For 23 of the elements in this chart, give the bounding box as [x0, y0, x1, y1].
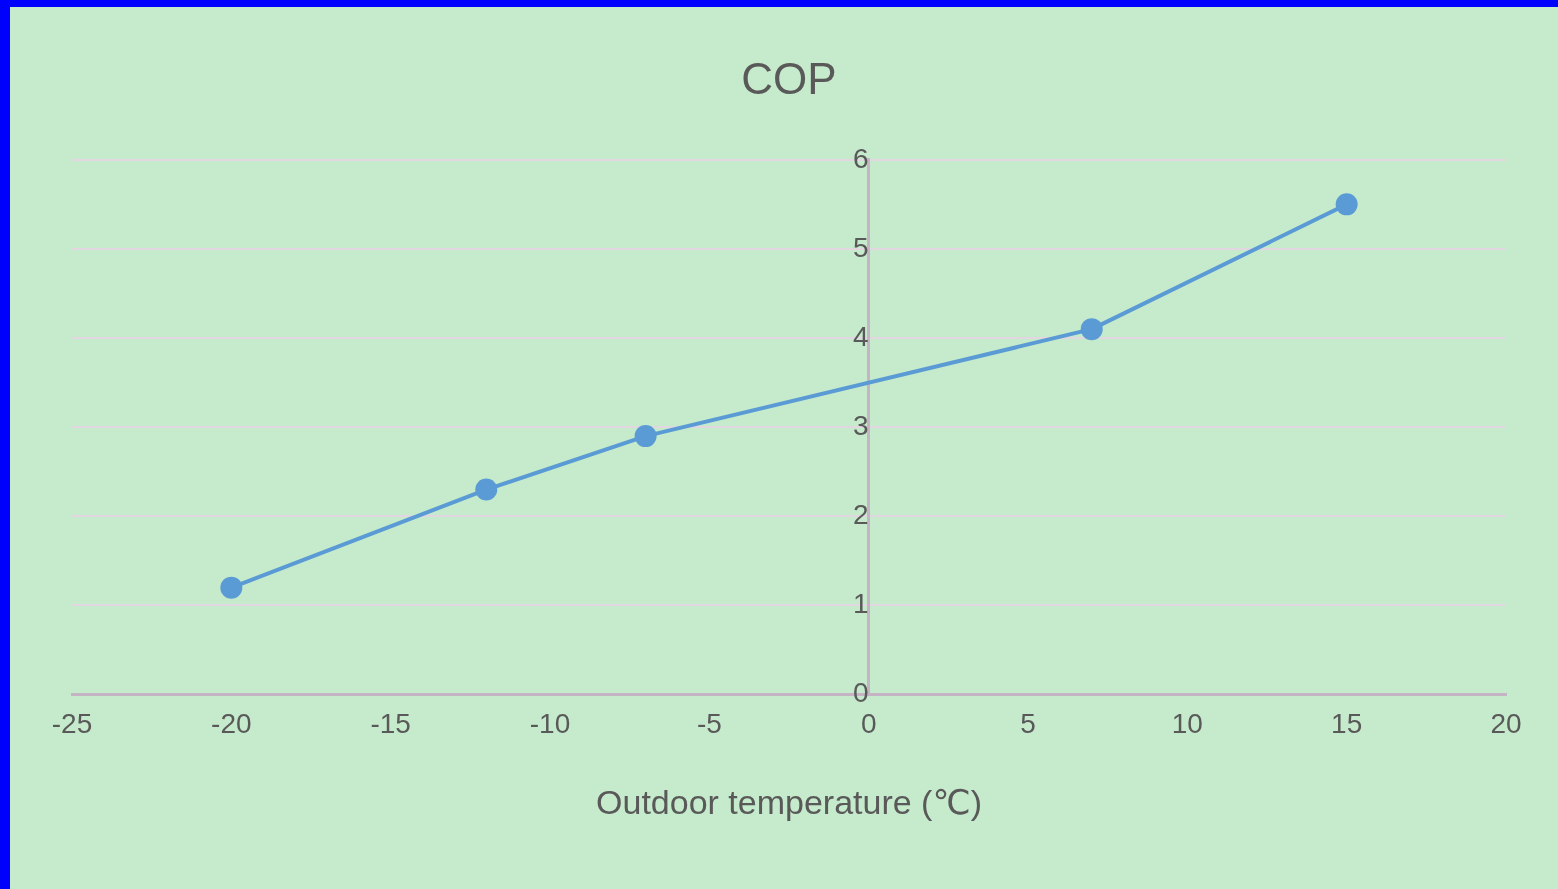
y-tick-label: 3	[853, 409, 869, 441]
x-axis-title: Outdoor temperature (℃)	[596, 782, 982, 821]
y-tick-label: 6	[853, 142, 869, 174]
y-tick-label: 5	[853, 231, 869, 263]
y-tick-label: 0	[853, 677, 869, 709]
point	[475, 478, 498, 501]
x-tick-label: -20	[211, 708, 252, 740]
point	[1335, 193, 1358, 216]
x-tick-label: -25	[51, 708, 93, 740]
x-tick-label: -15	[370, 708, 411, 740]
point	[634, 425, 657, 448]
y-tick-label: 1	[853, 588, 869, 620]
x-tick-label: 10	[1171, 708, 1203, 740]
point	[220, 576, 243, 599]
y-tick-label: 2	[853, 499, 869, 531]
x-tick-label: -10	[529, 708, 571, 740]
x-tick-label: 15	[1331, 708, 1363, 740]
chart-title: COP	[741, 53, 837, 103]
x-tick-label: 5	[1020, 708, 1036, 740]
x-tick-label: 20	[1490, 708, 1522, 740]
point	[1080, 318, 1103, 341]
y-tick-label: 4	[853, 320, 869, 352]
x-tick-label: -5	[696, 708, 722, 740]
